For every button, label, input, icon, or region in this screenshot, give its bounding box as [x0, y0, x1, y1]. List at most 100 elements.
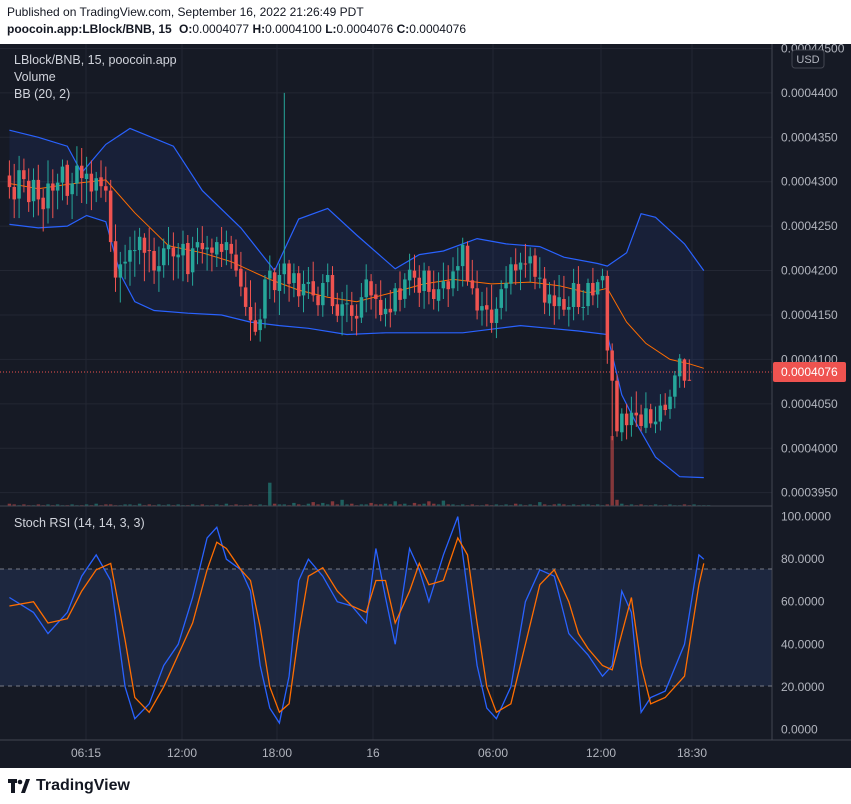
candle[interactable] — [60, 159, 65, 201]
candle[interactable] — [460, 237, 465, 287]
candle[interactable] — [80, 148, 84, 203]
candle[interactable] — [393, 283, 397, 315]
candle[interactable] — [325, 263, 330, 297]
candle[interactable] — [518, 252, 523, 291]
candle[interactable] — [195, 227, 200, 265]
candle[interactable] — [301, 270, 306, 313]
candle[interactable] — [306, 267, 311, 299]
candle[interactable] — [108, 179, 113, 252]
candle[interactable] — [586, 278, 590, 315]
candle[interactable] — [605, 270, 610, 364]
candle[interactable] — [538, 257, 542, 289]
candle[interactable] — [205, 235, 209, 271]
candle[interactable] — [123, 244, 127, 280]
candle[interactable] — [552, 280, 557, 325]
legend-volume[interactable]: Volume — [14, 70, 56, 84]
candle[interactable] — [359, 283, 364, 323]
candle[interactable] — [369, 274, 373, 310]
candle[interactable] — [581, 290, 586, 321]
candle[interactable] — [152, 237, 156, 284]
candle[interactable] — [65, 160, 70, 205]
candle[interactable] — [104, 166, 108, 203]
candle[interactable] — [634, 391, 639, 427]
candle[interactable] — [480, 291, 484, 326]
candle[interactable] — [51, 169, 55, 219]
candle[interactable] — [436, 272, 441, 312]
candle[interactable] — [258, 308, 262, 342]
candle[interactable] — [533, 248, 537, 290]
legend-symbol[interactable]: LBlock/BNB, 15, poocoin.app — [14, 53, 177, 67]
candle[interactable] — [523, 243, 528, 278]
candle[interactable] — [494, 297, 499, 339]
candle[interactable] — [89, 160, 94, 211]
candle[interactable] — [576, 266, 581, 315]
candle[interactable] — [84, 156, 89, 204]
candle[interactable] — [12, 163, 17, 219]
candle[interactable] — [644, 392, 648, 434]
candle[interactable] — [412, 254, 417, 293]
candle[interactable] — [36, 164, 41, 216]
candle[interactable] — [403, 273, 407, 308]
candle[interactable] — [316, 286, 320, 316]
candle[interactable] — [219, 227, 224, 267]
stoch-title[interactable]: Stoch RSI (14, 14, 3, 3) — [14, 516, 145, 530]
candle[interactable] — [407, 253, 412, 296]
candle[interactable] — [55, 173, 60, 210]
candle[interactable] — [456, 247, 460, 292]
candle[interactable] — [528, 247, 532, 283]
time-axis[interactable]: 06:15 12:00 18:00 16 06:00 12:00 18:30 — [71, 746, 707, 760]
candle[interactable] — [668, 389, 672, 419]
candle[interactable] — [210, 238, 214, 272]
candle[interactable] — [547, 282, 552, 316]
candle[interactable] — [354, 304, 359, 336]
candle[interactable] — [571, 268, 576, 321]
candle[interactable] — [99, 160, 103, 198]
candle[interactable] — [137, 227, 142, 265]
candle[interactable] — [46, 160, 50, 224]
candle[interactable] — [591, 267, 595, 306]
candle[interactable] — [383, 298, 388, 327]
candle[interactable] — [446, 265, 451, 307]
candle[interactable] — [624, 403, 629, 440]
candle[interactable] — [190, 236, 195, 286]
candle[interactable] — [128, 236, 132, 286]
candle[interactable] — [620, 408, 624, 442]
candle[interactable] — [70, 172, 74, 219]
tradingview-logo[interactable]: TradingView — [8, 777, 130, 795]
candle[interactable] — [600, 268, 605, 289]
candle[interactable] — [268, 255, 272, 300]
candle[interactable] — [41, 188, 45, 232]
candles[interactable] — [7, 92, 692, 442]
candle[interactable] — [94, 171, 99, 203]
currency-button[interactable] — [791, 49, 825, 69]
candle[interactable] — [162, 238, 166, 278]
candle[interactable] — [239, 251, 243, 297]
candle[interactable] — [682, 358, 687, 388]
candle[interactable] — [176, 243, 180, 279]
candle[interactable] — [272, 267, 277, 303]
candle[interactable] — [364, 264, 369, 313]
candle[interactable] — [345, 284, 349, 323]
candle[interactable] — [75, 146, 79, 196]
candle[interactable] — [142, 233, 147, 282]
candle[interactable] — [427, 266, 431, 305]
candle[interactable] — [118, 251, 123, 303]
candle[interactable] — [113, 224, 118, 292]
candle[interactable] — [17, 155, 21, 219]
candle[interactable] — [166, 227, 171, 266]
candle[interactable] — [615, 374, 619, 437]
candle[interactable] — [133, 230, 137, 277]
candle[interactable] — [653, 406, 658, 434]
candle[interactable] — [422, 262, 426, 309]
candle[interactable] — [248, 280, 253, 341]
candle[interactable] — [215, 236, 219, 267]
candle[interactable] — [224, 230, 229, 266]
chart-area[interactable]: 0.000445000.00044000.00043500.00043000.0… — [0, 41, 851, 768]
candle[interactable] — [658, 394, 663, 431]
candle[interactable] — [243, 271, 248, 316]
candle[interactable] — [432, 270, 436, 310]
candle[interactable] — [147, 227, 152, 273]
candle[interactable] — [157, 246, 161, 292]
candle[interactable] — [629, 396, 634, 437]
candle[interactable] — [171, 232, 176, 281]
